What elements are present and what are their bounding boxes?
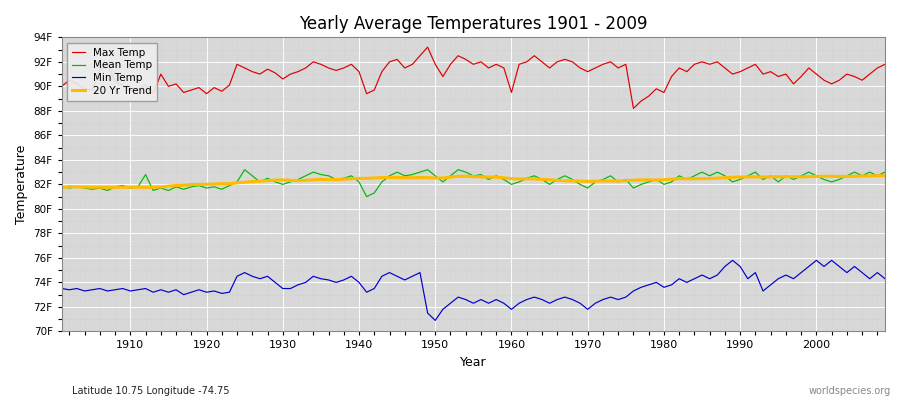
20 Yr Trend <box>879 173 890 178</box>
Mean Temp <box>361 194 372 199</box>
Mean Temp <box>117 183 128 188</box>
Min Temp <box>430 318 441 323</box>
Mean Temp <box>338 176 349 181</box>
Line: Min Temp: Min Temp <box>62 260 885 320</box>
Mean Temp <box>239 167 250 172</box>
Min Temp <box>727 258 738 263</box>
Max Temp <box>117 83 128 88</box>
Mean Temp <box>613 180 624 184</box>
Max Temp <box>57 84 68 89</box>
20 Yr Trend <box>598 178 608 183</box>
Mean Temp <box>292 177 303 182</box>
Text: worldspecies.org: worldspecies.org <box>809 386 891 396</box>
X-axis label: Year: Year <box>460 356 487 369</box>
Max Temp <box>422 45 433 50</box>
Mean Temp <box>521 176 532 181</box>
Min Temp <box>506 307 517 312</box>
20 Yr Trend <box>330 177 341 182</box>
Line: 20 Yr Trend: 20 Yr Trend <box>62 176 885 188</box>
Min Temp <box>514 301 525 306</box>
Max Temp <box>628 106 639 111</box>
Mean Temp <box>514 180 525 184</box>
Max Temp <box>514 62 525 67</box>
Line: Max Temp: Max Temp <box>62 47 885 108</box>
Max Temp <box>285 72 296 76</box>
Y-axis label: Temperature: Temperature <box>15 145 28 224</box>
Min Temp <box>57 286 68 291</box>
Min Temp <box>879 276 890 281</box>
20 Yr Trend <box>285 178 296 183</box>
Max Temp <box>506 90 517 95</box>
Min Temp <box>285 286 296 291</box>
Mean Temp <box>57 184 68 189</box>
Legend: Max Temp, Mean Temp, Min Temp, 20 Yr Trend: Max Temp, Mean Temp, Min Temp, 20 Yr Tre… <box>67 42 158 101</box>
Max Temp <box>605 60 616 64</box>
Max Temp <box>330 68 341 73</box>
Min Temp <box>117 286 128 291</box>
20 Yr Trend <box>499 175 509 180</box>
20 Yr Trend <box>57 185 68 190</box>
Max Temp <box>879 62 890 67</box>
Text: Latitude 10.75 Longitude -74.75: Latitude 10.75 Longitude -74.75 <box>72 386 230 396</box>
Line: Mean Temp: Mean Temp <box>62 170 885 197</box>
Title: Yearly Average Temperatures 1901 - 2009: Yearly Average Temperatures 1901 - 2009 <box>299 15 648 33</box>
Min Temp <box>605 295 616 300</box>
20 Yr Trend <box>506 176 517 181</box>
Mean Temp <box>879 170 890 174</box>
Min Temp <box>330 280 341 285</box>
20 Yr Trend <box>117 185 128 190</box>
